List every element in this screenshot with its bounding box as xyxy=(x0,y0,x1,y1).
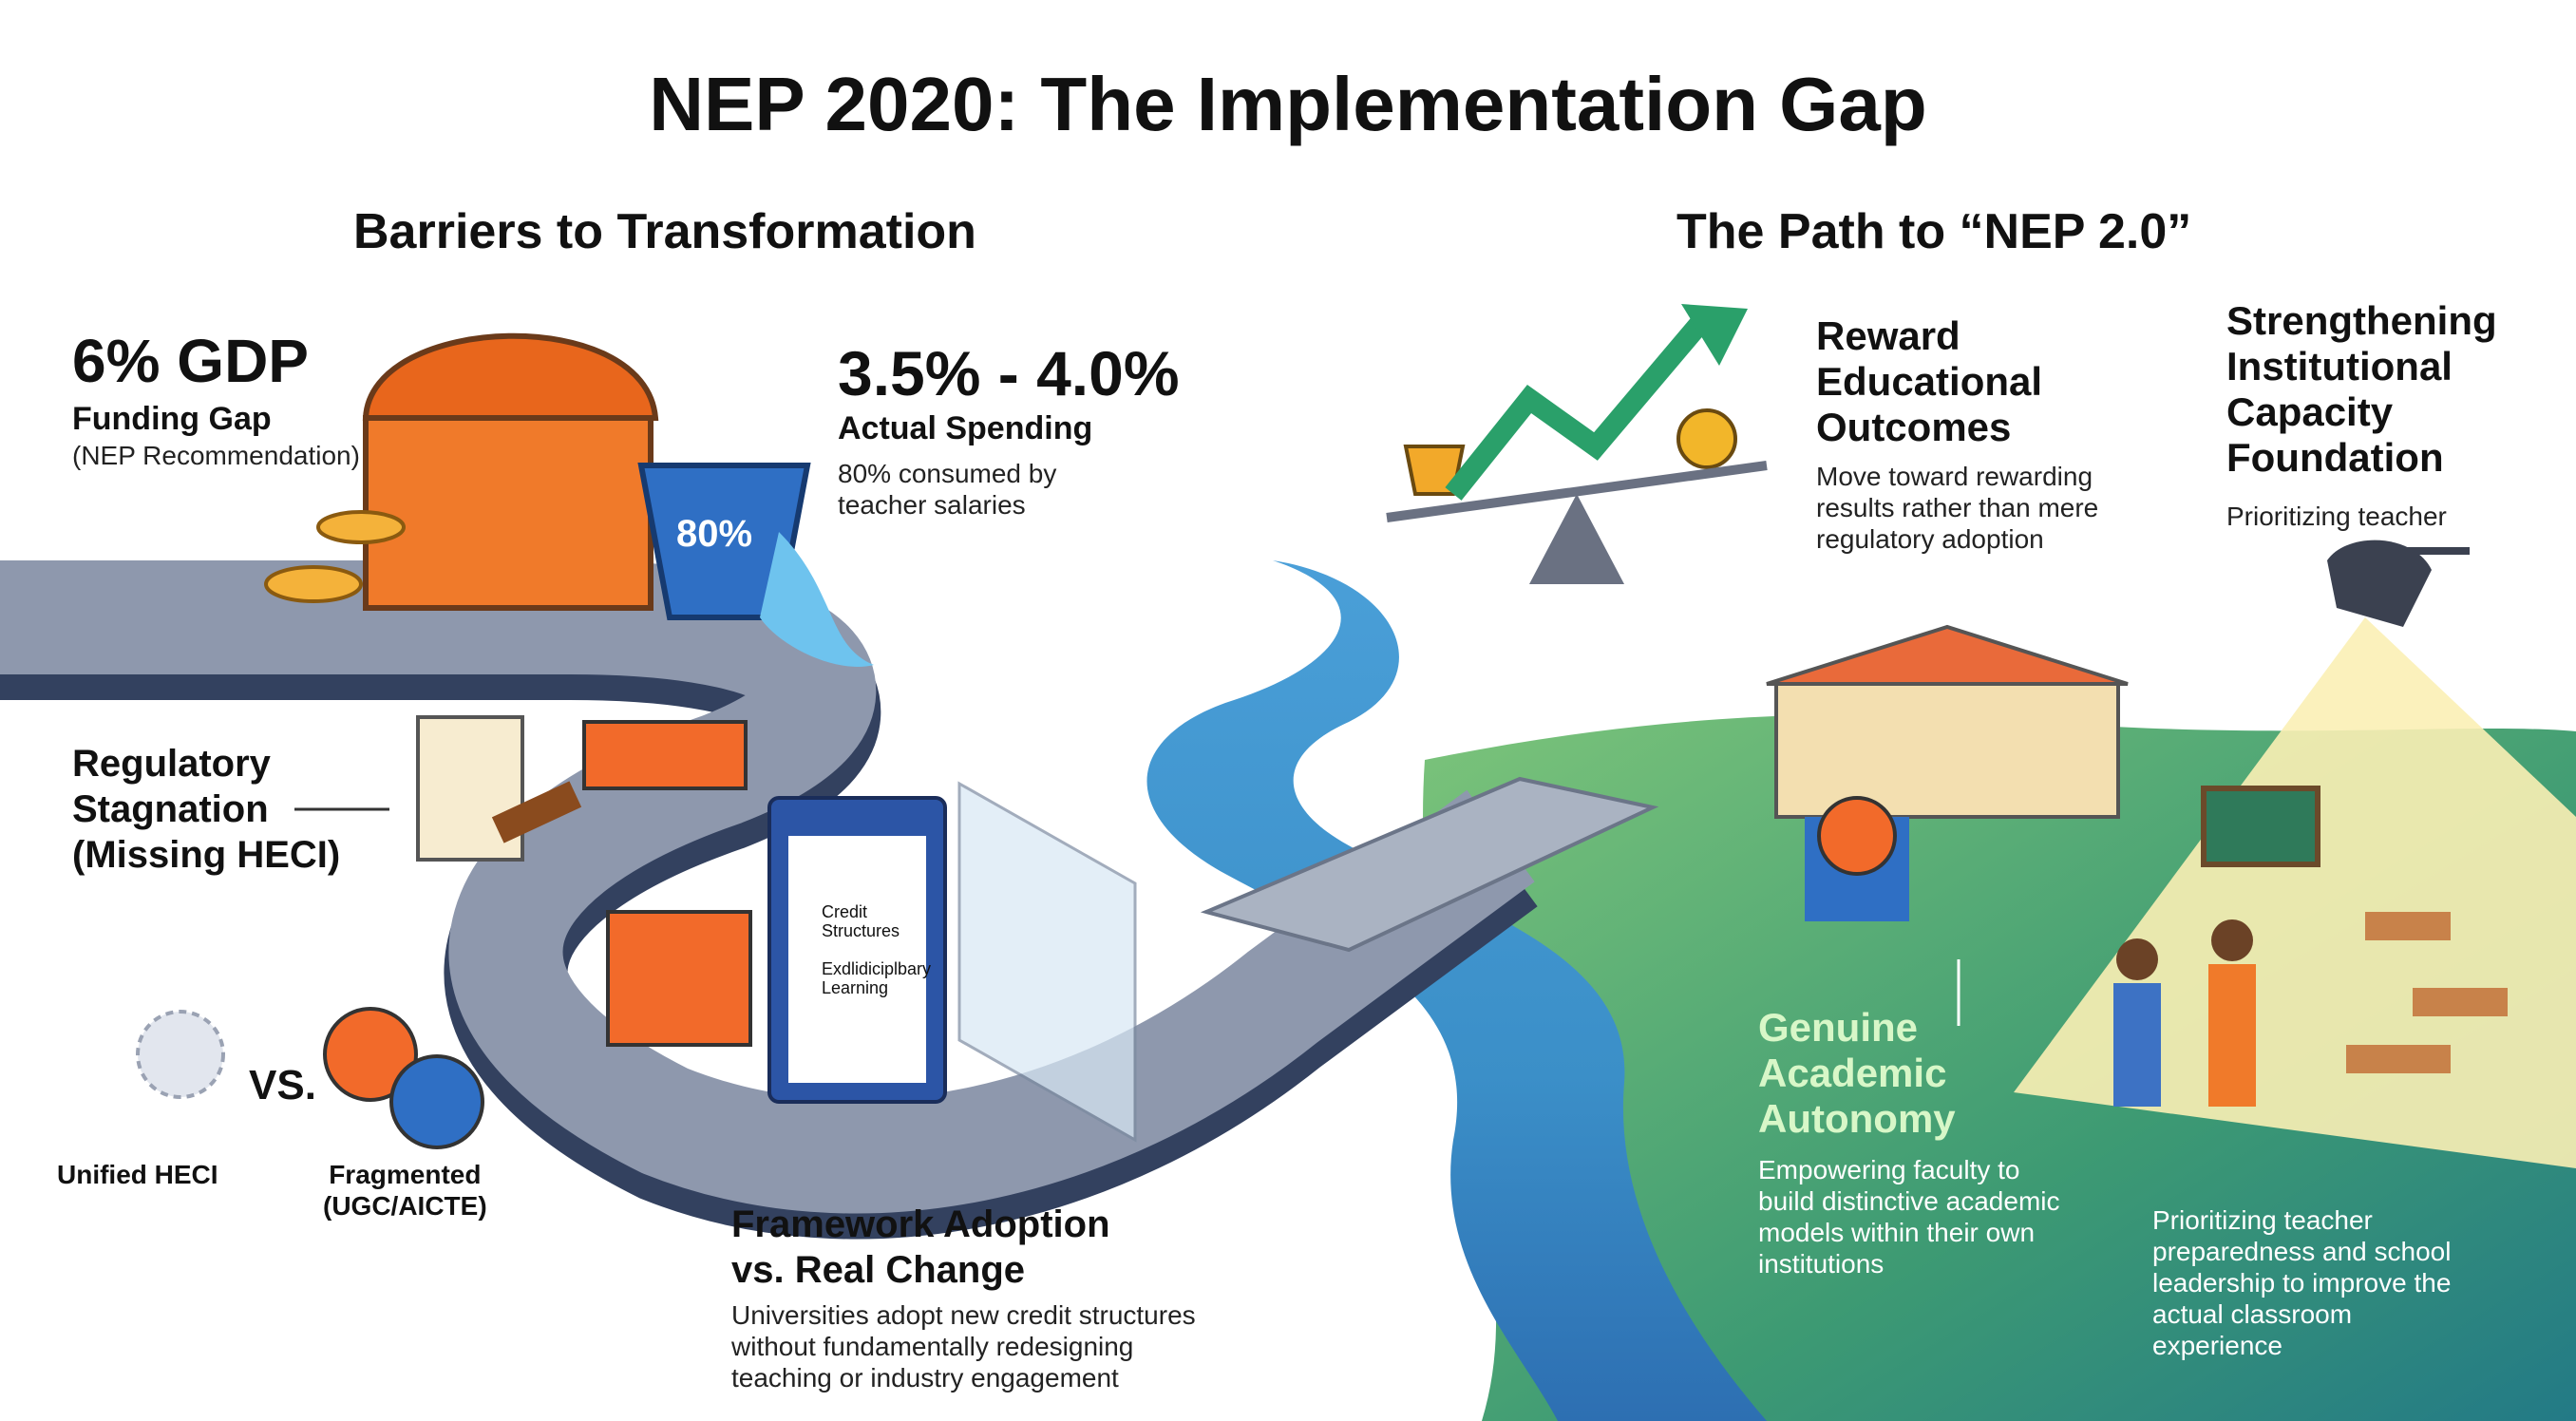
label: Framework Adoption vs. Real Change xyxy=(731,1203,1110,1291)
growth-arrow xyxy=(1445,315,1709,501)
note: Prioritizing teacher preparedness and sc… xyxy=(2152,1205,2452,1360)
label: Strengthening Institutional Capacity Fou… xyxy=(2226,298,2497,480)
coins xyxy=(316,510,406,544)
gavel xyxy=(491,781,582,843)
water xyxy=(760,532,874,667)
glass-panel xyxy=(957,781,1137,1143)
barrier xyxy=(606,910,752,1047)
desk xyxy=(2413,988,2508,1016)
scale-base xyxy=(1529,494,1624,584)
note: 80% consumed by teacher salaries xyxy=(838,459,1057,520)
roof xyxy=(1766,624,2129,686)
label: Reward Educational Outcomes xyxy=(1816,313,2043,449)
building xyxy=(1774,682,2120,819)
scale-beam xyxy=(1386,461,1768,522)
note: Empowering faculty to build distinctive … xyxy=(1758,1155,2060,1279)
bucket-label: 80% xyxy=(676,513,753,555)
title: NEP 2020: The Implementation Gap xyxy=(649,62,1927,146)
chest xyxy=(363,415,653,611)
desk xyxy=(2346,1045,2451,1073)
bridge xyxy=(1200,776,1659,953)
clipboard-item: Exdlidiciplbary Learning xyxy=(822,959,932,997)
gear xyxy=(323,1007,418,1102)
note: Prioritizing teacher xyxy=(2226,502,2447,531)
chest-lid xyxy=(362,332,659,421)
gear xyxy=(389,1054,484,1149)
section-heading: Barriers to Transformation xyxy=(353,204,976,259)
river xyxy=(1146,560,1767,1421)
person xyxy=(2208,964,2256,1107)
label: Genuine Academic Autonomy xyxy=(1758,1005,1956,1141)
coins xyxy=(264,565,363,603)
stat: 3.5% - 4.0% xyxy=(838,338,1180,408)
clipboard-paper xyxy=(788,836,926,1083)
arrow-head xyxy=(1681,304,1748,366)
person xyxy=(2211,919,2253,961)
label: Funding Gap xyxy=(72,401,272,437)
note: (NEP Recommendation) xyxy=(72,441,360,470)
note: Universities adopt new credit structures… xyxy=(731,1300,1196,1393)
road xyxy=(0,560,1535,1214)
clipboard-item: Credit Structures xyxy=(822,902,900,940)
icon-label: Fragmented (UGC/AICTE) xyxy=(323,1160,487,1221)
vs-label: VS. xyxy=(249,1062,316,1108)
unified-icon xyxy=(136,1010,225,1099)
section-heading: The Path to “NEP 2.0” xyxy=(1676,204,2192,259)
lamp xyxy=(2327,540,2432,627)
desk xyxy=(2365,912,2451,940)
gear xyxy=(1817,796,1897,876)
barrier xyxy=(582,720,748,790)
person xyxy=(2116,938,2158,980)
chalkboard xyxy=(2201,786,2320,867)
stat: 6% GDP xyxy=(72,327,309,395)
icon-label: Unified HECI xyxy=(57,1160,218,1189)
person xyxy=(2113,983,2161,1107)
note: Move toward rewarding results rather tha… xyxy=(1816,462,2099,554)
label: Actual Spending xyxy=(838,410,1093,446)
label: Regulatory Stagnation (Missing HECI) xyxy=(72,743,341,876)
coin xyxy=(1676,408,1737,469)
